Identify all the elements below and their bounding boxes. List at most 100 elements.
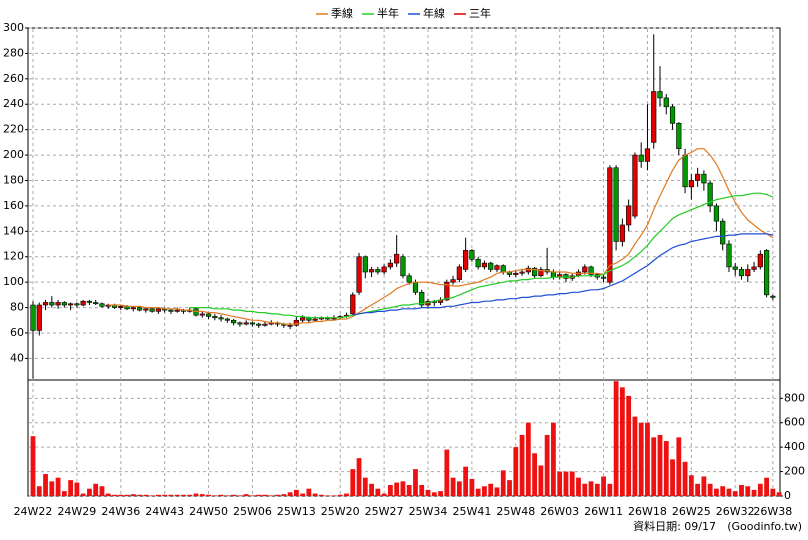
- candle-body: [531, 267, 538, 277]
- volume-bar: [475, 488, 481, 496]
- volume-bar: [231, 494, 237, 496]
- volume-bar: [61, 491, 67, 496]
- volume-bar: [162, 494, 168, 496]
- candle-body: [644, 148, 651, 162]
- candle-body: [763, 250, 770, 296]
- x-tick-label: 25W41: [452, 505, 491, 518]
- candle-body: [350, 294, 356, 315]
- volume-bar: [569, 471, 575, 496]
- legend-label: 年線: [423, 6, 445, 20]
- candle-body: [488, 262, 494, 270]
- volume-bar: [268, 495, 274, 496]
- candle-body: [193, 308, 199, 316]
- candle-body: [450, 279, 456, 283]
- volume-bar: [262, 494, 268, 496]
- volume-bar: [275, 494, 280, 496]
- volume-bar: [212, 495, 218, 496]
- candle-body: [469, 250, 475, 260]
- x-tick-label: 25W34: [409, 505, 448, 518]
- volume-bar: [563, 471, 569, 496]
- candle-body: [312, 318, 318, 321]
- candle-body: [287, 325, 293, 327]
- candle-body: [231, 319, 237, 324]
- candle-body: [669, 106, 676, 124]
- volume-bar: [243, 494, 249, 496]
- x-tick-label: 24W43: [145, 505, 184, 518]
- candle-body: [632, 154, 638, 217]
- candle-body: [49, 302, 55, 306]
- volume-bar: [36, 486, 42, 496]
- volume-bar: [30, 436, 36, 496]
- volume-bar: [112, 494, 117, 496]
- candle-body: [663, 97, 669, 108]
- volume-bar: [362, 477, 368, 496]
- volume-bar: [626, 395, 632, 496]
- candle-body: [701, 173, 707, 184]
- volume-bar: [688, 475, 694, 496]
- candle-body: [525, 267, 531, 273]
- x-tick-label: 24W22: [14, 505, 53, 518]
- x-tick-label: 25W27: [365, 505, 404, 518]
- candle-body: [218, 317, 224, 320]
- x-tick-label: 25W48: [496, 505, 535, 518]
- volume-bar: [199, 494, 205, 496]
- y-tick-label: 80: [10, 301, 24, 314]
- volume-bar: [525, 422, 531, 496]
- legend-label: 半年: [377, 6, 399, 20]
- candle-body: [205, 313, 212, 317]
- x-tick-label: 26W03: [540, 505, 579, 518]
- volume-bar: [281, 494, 287, 496]
- candle-body: [93, 302, 99, 305]
- volume-bar: [638, 422, 644, 496]
- candle-body: [732, 266, 738, 270]
- volume-bar: [174, 494, 180, 496]
- candle-body: [475, 258, 481, 268]
- volume-bar: [99, 486, 105, 496]
- candle-body: [444, 281, 450, 301]
- candle-body: [538, 269, 544, 277]
- volume-bar: [187, 494, 193, 496]
- volume-bar: [118, 494, 124, 496]
- volume-bar: [594, 483, 600, 496]
- volume-bar: [206, 494, 211, 496]
- volume-bar: [344, 493, 349, 496]
- volume-bar: [49, 481, 55, 496]
- volume-bar: [651, 437, 657, 496]
- volume-bar: [732, 491, 738, 496]
- candle-body: [695, 173, 701, 181]
- volume-bar: [193, 493, 199, 496]
- candle-body: [243, 322, 249, 325]
- volume-bar: [695, 483, 701, 496]
- volume-bar: [551, 422, 556, 496]
- volume-bar: [701, 476, 707, 496]
- volume-bar: [312, 493, 318, 496]
- y-tick-label: 160: [3, 199, 24, 212]
- volume-bar: [500, 470, 506, 496]
- footer-source: (Goodinfo.tw): [727, 520, 802, 533]
- volume-bar: [425, 489, 431, 496]
- volume-bar: [387, 485, 393, 496]
- volume-bar: [557, 471, 563, 496]
- volume-bar: [224, 495, 230, 496]
- candle-body: [36, 304, 42, 331]
- candle-body: [600, 276, 607, 279]
- x-tick-label: 26W38: [753, 505, 792, 518]
- volume-bar: [645, 422, 650, 496]
- volume-bar: [456, 481, 462, 496]
- x-tick-label: 26W32: [716, 505, 755, 518]
- y-tick-label: 100: [3, 275, 24, 288]
- volume-bar: [488, 483, 494, 496]
- candle-body: [588, 266, 594, 275]
- y-tick-label: 400: [784, 440, 805, 453]
- candle-body: [30, 304, 36, 331]
- footer-date: 資料日期: 09/17: [633, 519, 716, 533]
- volume-bar: [93, 483, 99, 496]
- candle-body: [638, 154, 644, 162]
- candle-body: [563, 274, 569, 279]
- volume-bar: [168, 494, 174, 496]
- volume-bar: [350, 469, 356, 496]
- candle-body: [550, 271, 557, 278]
- candle-body: [168, 309, 174, 312]
- candle-body: [74, 303, 80, 306]
- y-tick-label: 140: [3, 224, 24, 237]
